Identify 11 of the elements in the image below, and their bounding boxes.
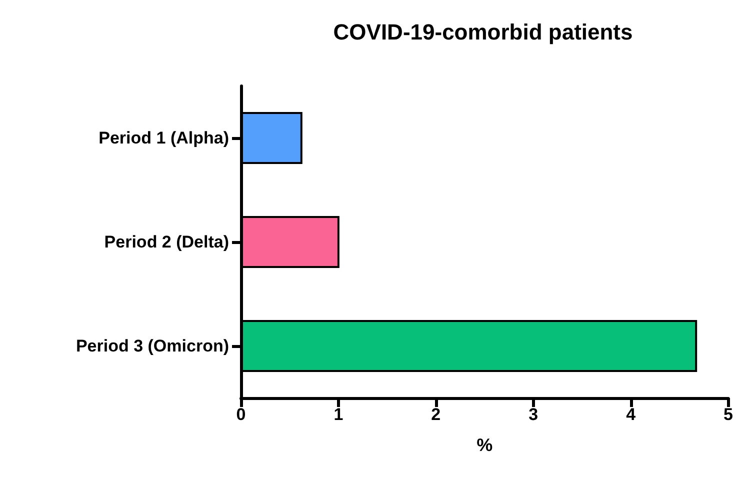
- y-tick-label: Period 2 (Delta): [104, 232, 229, 252]
- y-tick-label: Period 1 (Alpha): [98, 128, 229, 148]
- x-tick-label: 1: [334, 405, 344, 424]
- chart-title: COVID-19-comorbid patients: [333, 20, 633, 44]
- x-axis-title: %: [476, 435, 493, 455]
- x-tick-label: 4: [626, 405, 636, 424]
- y-tick-label: Period 3 (Omicron): [76, 336, 229, 356]
- x-tick-label: 0: [236, 405, 246, 424]
- x-tick-label: 3: [528, 405, 538, 424]
- x-tick-label: 2: [431, 405, 441, 424]
- x-tick-label: 5: [724, 405, 734, 424]
